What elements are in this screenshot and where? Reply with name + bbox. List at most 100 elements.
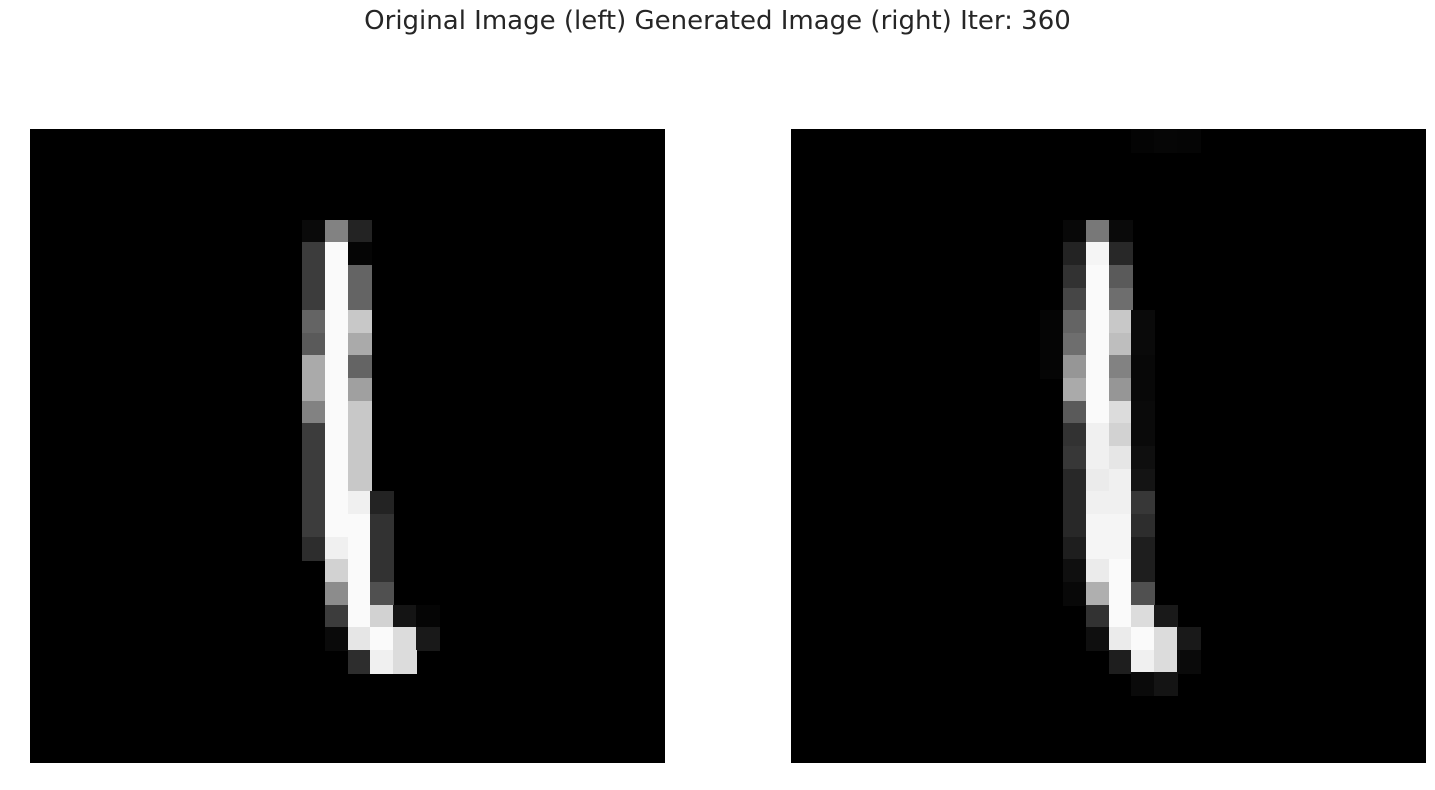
pixel xyxy=(324,581,349,606)
pixel xyxy=(1063,513,1088,538)
pixel xyxy=(370,491,395,516)
pixel xyxy=(1063,355,1088,380)
pixel xyxy=(1040,355,1065,380)
pixel xyxy=(1108,559,1133,584)
pixel xyxy=(1063,536,1088,561)
pixel xyxy=(1176,627,1201,652)
pixel xyxy=(1063,242,1088,267)
pixel xyxy=(1131,672,1156,697)
pixel xyxy=(324,264,349,289)
pixel xyxy=(1085,219,1110,244)
pixel xyxy=(1131,604,1156,629)
pixel xyxy=(1131,332,1156,357)
pixel xyxy=(1063,378,1088,403)
pixel xyxy=(1063,559,1088,584)
pixel xyxy=(1085,264,1110,289)
original-pixel-grid xyxy=(30,129,665,763)
pixel xyxy=(347,332,372,357)
pixel xyxy=(1108,400,1133,425)
pixel xyxy=(1085,491,1110,516)
pixel xyxy=(324,513,349,538)
pixel xyxy=(324,310,349,335)
pixel xyxy=(324,355,349,380)
pixel xyxy=(370,604,395,629)
pixel xyxy=(324,332,349,357)
pixel xyxy=(302,332,327,357)
pixel xyxy=(1153,129,1178,153)
pixel xyxy=(1131,129,1156,153)
pixel xyxy=(347,287,372,312)
pixel xyxy=(1131,400,1156,425)
pixel xyxy=(1085,536,1110,561)
pixel xyxy=(1108,513,1133,538)
pixel xyxy=(1040,332,1065,357)
pixel xyxy=(347,627,372,652)
pixel xyxy=(347,581,372,606)
pixel xyxy=(347,264,372,289)
pixel xyxy=(370,513,395,538)
pixel xyxy=(1131,649,1156,674)
pixel xyxy=(302,536,327,561)
pixel xyxy=(1108,287,1133,312)
pixel xyxy=(347,378,372,403)
pixel xyxy=(370,649,395,674)
pixel xyxy=(302,219,327,244)
pixel xyxy=(1108,536,1133,561)
pixel xyxy=(1108,446,1133,470)
pixel xyxy=(347,446,372,470)
pixel xyxy=(1153,672,1178,697)
pixel xyxy=(1131,468,1156,493)
pixel xyxy=(1153,604,1178,629)
pixel xyxy=(324,423,349,448)
pixel xyxy=(392,649,417,674)
pixel xyxy=(1040,310,1065,335)
pixel xyxy=(370,581,395,606)
pixel xyxy=(1108,310,1133,335)
pixel xyxy=(324,242,349,267)
pixel xyxy=(324,446,349,470)
pixel xyxy=(324,536,349,561)
pixel xyxy=(1108,355,1133,380)
pixel xyxy=(1108,219,1133,244)
pixel xyxy=(1131,446,1156,470)
pixel xyxy=(392,604,417,629)
figure-title: Original Image (left) Generated Image (r… xyxy=(364,6,1071,36)
pixel xyxy=(1108,332,1133,357)
pixel xyxy=(347,559,372,584)
pixel xyxy=(415,627,440,652)
pixel xyxy=(1085,581,1110,606)
pixel xyxy=(1085,627,1110,652)
pixel xyxy=(1108,491,1133,516)
pixel xyxy=(1131,559,1156,584)
pixel xyxy=(1063,446,1088,470)
pixel xyxy=(347,423,372,448)
pixel xyxy=(324,378,349,403)
pixel xyxy=(1131,513,1156,538)
pixel xyxy=(324,219,349,244)
pixel xyxy=(1063,287,1088,312)
pixel xyxy=(1108,468,1133,493)
pixel xyxy=(392,627,417,652)
pixel xyxy=(302,287,327,312)
pixel xyxy=(302,264,327,289)
pixel xyxy=(370,627,395,652)
pixel xyxy=(302,310,327,335)
pixel xyxy=(1085,378,1110,403)
pixel xyxy=(1108,581,1133,606)
pixel xyxy=(1131,536,1156,561)
pixel xyxy=(370,559,395,584)
pixel xyxy=(1085,310,1110,335)
pixel xyxy=(1063,310,1088,335)
pixel xyxy=(347,400,372,425)
pixel xyxy=(302,513,327,538)
pixel xyxy=(324,491,349,516)
pixel xyxy=(1108,423,1133,448)
pixel xyxy=(347,219,372,244)
pixel xyxy=(1085,242,1110,267)
generated-image xyxy=(791,129,1426,763)
pixel xyxy=(370,536,395,561)
pixel xyxy=(302,446,327,470)
pixel xyxy=(1131,378,1156,403)
pixel xyxy=(1108,649,1133,674)
pixel xyxy=(1063,332,1088,357)
